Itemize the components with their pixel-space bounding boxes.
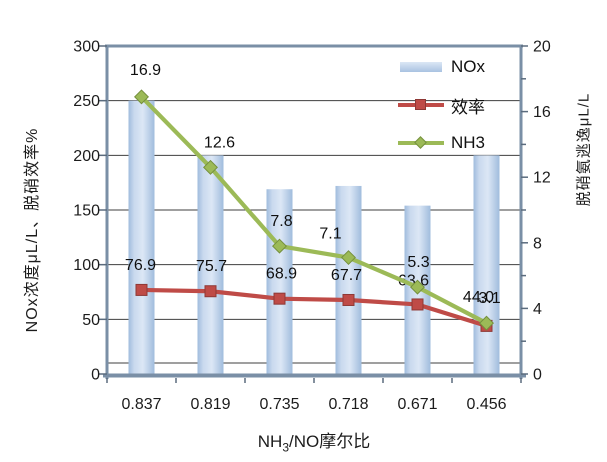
left-axis-title: NOx浓度μL/L、脱硝效率% <box>24 127 41 333</box>
efficiency-marker <box>135 283 148 296</box>
x-axis-category-label: 0.735 <box>259 396 299 413</box>
efficiency-data-label: 75.7 <box>196 258 227 275</box>
nh3-data-label: 7.1 <box>319 226 341 243</box>
nh3-marker <box>410 279 425 295</box>
right-axis-tick-label: 16 <box>533 104 551 121</box>
x-axis-category-label: 0.671 <box>397 396 437 413</box>
nh3-marker <box>341 250 356 266</box>
nox-bar <box>128 100 155 376</box>
nh3-marker <box>134 89 149 105</box>
x-axis-category-label: 0.837 <box>121 396 161 413</box>
right-axis-tick-label: 0 <box>533 367 542 384</box>
x-axis-category-label: 0.456 <box>466 396 506 413</box>
legend: NOx 效率 NH3 <box>398 56 485 170</box>
right-axis-tick-label: 4 <box>533 301 542 318</box>
nh3-series <box>134 89 494 331</box>
nh3-data-label: 16.9 <box>130 62 161 79</box>
legend-label-nh3: NH3 <box>451 133 486 152</box>
nh3-data-label: 5.3 <box>407 254 429 271</box>
left-axis-tick-label: 50 <box>82 312 100 329</box>
legend-label-efficiency: 效率 <box>451 97 485 117</box>
legend-row-nh3: NH3 <box>398 132 485 154</box>
efficiency-marker <box>273 292 286 305</box>
nh3-marker <box>272 238 287 254</box>
right-axis-title: 脱硝氨逃逸μL/L <box>575 92 593 207</box>
right-axis-tick-label: 8 <box>533 235 542 252</box>
efficiency-line <box>141 287 488 328</box>
nh3-marker <box>479 315 494 331</box>
left-axis-tick-label: 200 <box>73 148 100 165</box>
left-axis-tick-label: 150 <box>73 203 100 220</box>
x-axis-title-rest: /NO摩尔比 <box>289 432 371 451</box>
nox-swatch-rect <box>400 62 442 72</box>
legend-row-efficiency: 效率 <box>398 94 485 117</box>
nox-bar <box>473 155 500 376</box>
efficiency-series <box>135 283 493 332</box>
nh3-data-label: 7.8 <box>270 213 292 230</box>
x-axis-title-text: NH <box>257 432 283 451</box>
nox-bar <box>197 155 224 376</box>
efficiency-swatch-marker <box>415 99 426 110</box>
x-axis-title-subscript: 3 <box>282 440 289 455</box>
nox-bar-swatch-icon <box>398 56 444 78</box>
left-axis-tick-label: 250 <box>73 93 100 110</box>
efficiency-data-label: 76.9 <box>125 257 156 274</box>
right-axis-tick-label: 12 <box>533 170 551 187</box>
efficiency-marker <box>342 293 355 306</box>
legend-label-nox: NOx <box>451 57 485 76</box>
nox-bar <box>335 185 362 376</box>
x-axis-category-label: 0.718 <box>328 396 368 413</box>
efficiency-line-swatch-icon <box>398 94 444 116</box>
left-axis-tick-label: 100 <box>73 257 100 274</box>
nh3-data-label: 12.6 <box>204 134 235 151</box>
x-axis-category-label: 0.819 <box>190 396 230 413</box>
legend-row-nox: NOx <box>398 56 485 78</box>
gridlines <box>107 100 521 364</box>
efficiency-data-label: 44.0 <box>463 289 494 306</box>
efficiency-data-label: 68.9 <box>266 266 297 283</box>
left-axis-tick-label: 0 <box>91 367 100 384</box>
nh3-marker <box>203 159 218 175</box>
nox-bar <box>266 189 293 376</box>
nh3-line-swatch-icon <box>398 132 444 154</box>
right-axis-tick-label: 20 <box>533 39 551 56</box>
nh3-data-labels: 16.9 12.6 7.8 7.1 5.3 3.1 <box>130 62 501 307</box>
nox-bars <box>128 100 500 376</box>
x-axis-title: NH3/NO摩尔比 <box>114 427 514 454</box>
left-axis-tick-label: 300 <box>73 39 100 56</box>
efficiency-data-labels: 76.9 75.7 68.9 67.7 63.644.0 <box>125 257 494 306</box>
efficiency-marker <box>204 285 217 298</box>
nh3-data-label: 3.1 <box>478 290 500 307</box>
axis-ticks <box>99 45 528 383</box>
nh3-swatch-marker <box>414 136 427 149</box>
nh3-line <box>139 95 488 326</box>
efficiency-marker <box>411 298 424 311</box>
tick-labels: 300 250 200 150 100 50 0 20 16 12 8 4 0 0.837 0.819 0.7… <box>73 39 551 414</box>
efficiency-data-label: 67.7 <box>331 267 362 284</box>
